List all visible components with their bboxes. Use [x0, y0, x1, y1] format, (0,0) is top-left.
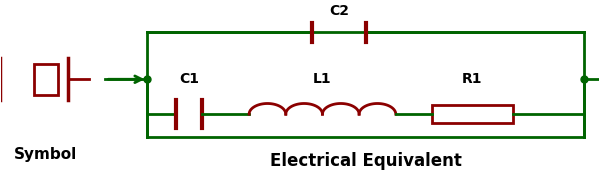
Text: C2: C2 [329, 4, 349, 18]
Text: R1: R1 [462, 72, 482, 86]
Text: L1: L1 [313, 72, 332, 86]
Bar [431, 105, 512, 123]
Text: C1: C1 [179, 72, 199, 86]
Text: Symbol: Symbol [14, 147, 77, 162]
Bar [34, 64, 58, 95]
Text: Electrical Equivalent: Electrical Equivalent [270, 152, 462, 170]
